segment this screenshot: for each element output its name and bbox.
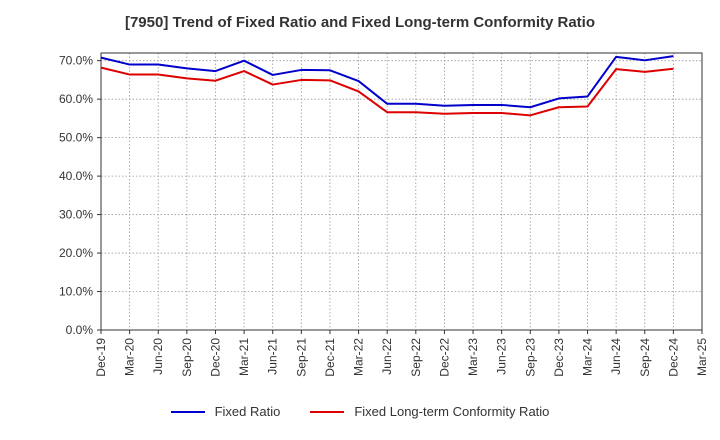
- x-tick-label: Dec-22: [437, 338, 451, 377]
- series-line-fixed-long-term-conformity-ratio: [100, 66, 674, 117]
- x-tick-label: Sep-21: [294, 338, 308, 377]
- x-tick-label: Mar-24: [581, 338, 595, 376]
- legend-label-fixed-ratio: Fixed Ratio: [214, 404, 281, 419]
- x-tick-label: Dec-23: [552, 338, 566, 377]
- x-tick-label: Sep-23: [523, 338, 537, 377]
- legend-item-fixed-ratio: Fixed Ratio: [170, 404, 281, 419]
- x-tick-label: Mar-23: [466, 338, 480, 376]
- x-tick-label: Jun-21: [266, 338, 280, 375]
- x-tick-label: Mar-21: [237, 338, 251, 376]
- x-tick-label: Sep-20: [180, 338, 194, 377]
- legend-swatch-fixed-long-term-conformity-ratio: [310, 410, 345, 413]
- x-tick-label: Jun-22: [380, 338, 394, 375]
- legend-item-fixed-long-term-conformity-ratio: Fixed Long-term Conformity Ratio: [310, 404, 549, 419]
- legend-swatch-fixed-ratio: [170, 410, 205, 413]
- x-tick-label: Sep-24: [638, 338, 652, 377]
- x-tick-label: Jun-20: [151, 338, 165, 375]
- x-tick-label: Mar-20: [123, 338, 137, 376]
- series-layer: [100, 55, 674, 117]
- x-tick-label: Dec-19: [94, 338, 108, 377]
- y-tick-label: 70.0%: [59, 54, 93, 68]
- x-tick-label: Mar-25: [695, 338, 709, 376]
- plot-frame: [100, 52, 703, 331]
- y-tick-label: 10.0%: [59, 285, 93, 299]
- x-tick-label: Dec-24: [666, 338, 680, 377]
- x-tick-label: Dec-21: [323, 338, 337, 377]
- y-tick-label: 60.0%: [59, 92, 93, 106]
- x-tick-label: Mar-22: [352, 338, 366, 376]
- y-tick-label: 30.0%: [59, 208, 93, 222]
- legend: Fixed Ratio Fixed Long-term Conformity R…: [0, 404, 720, 419]
- x-tick-label: Sep-22: [409, 338, 423, 377]
- legend-label-fixed-long-term-conformity-ratio: Fixed Long-term Conformity Ratio: [354, 404, 550, 419]
- y-tick-label: 40.0%: [59, 169, 93, 183]
- x-tick-label: Jun-23: [495, 338, 509, 375]
- chart-title: [7950] Trend of Fixed Ratio and Fixed Lo…: [124, 14, 596, 31]
- axis-layer: 0.0% 10.0% 20.0% 30.0% 40.0% 50.0% 60.0% 70.0% D…: [59, 52, 709, 377]
- y-tick-label: 20.0%: [59, 246, 93, 260]
- x-tick-label: Jun-24: [609, 338, 623, 375]
- y-tick-label: 0.0%: [66, 323, 94, 337]
- x-tick-label: Dec-20: [208, 338, 222, 377]
- y-tick-label: 50.0%: [59, 131, 93, 145]
- series-line-fixed-ratio: [100, 55, 674, 109]
- grid-layer: [100, 53, 703, 331]
